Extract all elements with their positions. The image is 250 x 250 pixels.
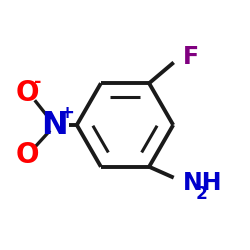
Text: N: N <box>41 110 68 140</box>
Text: +: + <box>59 104 74 122</box>
Text: O: O <box>16 141 39 169</box>
Text: F: F <box>183 45 199 69</box>
Text: 2: 2 <box>196 185 208 203</box>
Text: -: - <box>34 74 42 92</box>
Text: NH: NH <box>183 171 222 195</box>
Text: O: O <box>16 79 39 107</box>
